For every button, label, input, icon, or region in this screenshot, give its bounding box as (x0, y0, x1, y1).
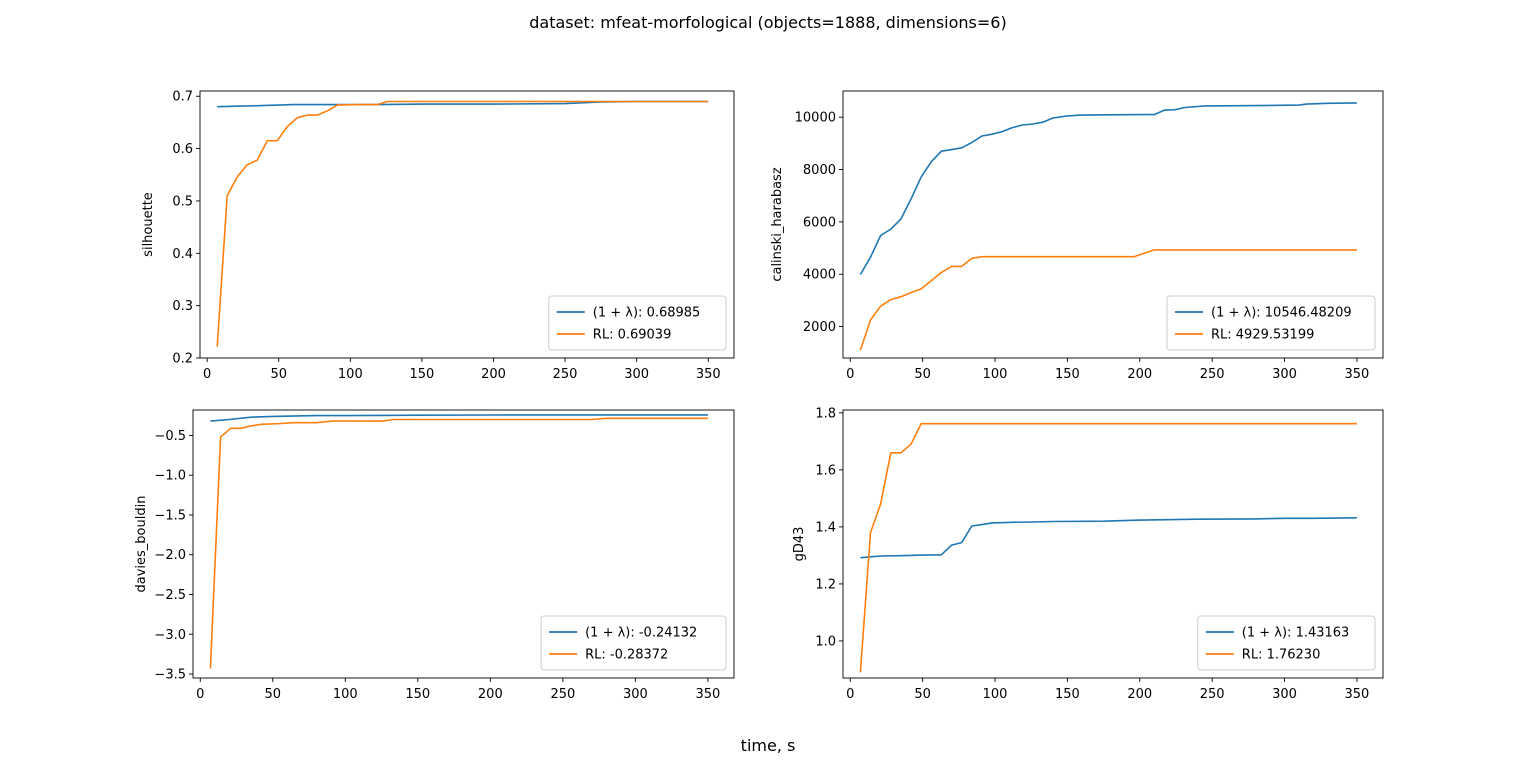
subplot-3: 0 50 100 150 200 250 300 350 −3.5 −3.0 −2.5 −2.0 −1.… (134, 409, 735, 702)
subplot-4: 0 50 100 150 200 250 300 350 1.0 1.2 1.4 1.6 1.8 gD43… (792, 406, 1384, 702)
x-tick-label: 0 (196, 687, 204, 702)
series-line-2 (859, 249, 1357, 351)
x-tick-label: 100 (338, 367, 363, 382)
y-tick-label: 1.4 (815, 520, 836, 535)
y-tick-label: 0.3 (172, 299, 193, 314)
y-tick-label: 1.8 (815, 406, 836, 421)
axes-frame (842, 90, 1384, 359)
y-tick-label: 1.2 (815, 577, 836, 592)
x-tick-label: 300 (1272, 367, 1297, 382)
x-tick-label: 300 (623, 687, 648, 702)
x-tick-label: 200 (478, 687, 503, 702)
legend-entry: RL: 1.76230 (1242, 648, 1321, 663)
subplot-1: 0 50 100 150 200 250 300 350 0.2 0.3 0.4 0.5 0.6 0.7 s… (141, 90, 735, 382)
y-tick-label: 6000 (803, 215, 836, 230)
axes-frame (199, 90, 735, 359)
y-tick-label: 0.4 (172, 247, 193, 262)
subplot-grid: 0 50 100 150 200 250 300 350 0.2 0.3 0.4 0.5 0.6 0.7 s… (134, 90, 1384, 702)
x-tick-label: 100 (333, 687, 358, 702)
y-tick-label: 0.2 (172, 352, 193, 367)
x-tick-label: 300 (624, 367, 649, 382)
series-line-2 (216, 100, 709, 347)
x-tick-label: 100 (983, 367, 1008, 382)
legend-box (1197, 615, 1376, 671)
figure-xlabel: time, s (741, 736, 796, 755)
x-tick-label: 150 (1055, 367, 1080, 382)
y-tick-label: 0.5 (172, 194, 193, 209)
y-tick-label: 10000 (795, 111, 836, 126)
x-tick-label: 50 (914, 687, 931, 702)
y-tick-label: −2.0 (154, 548, 186, 563)
y-axis-label: silhouette (141, 192, 156, 257)
y-tick-label: 2000 (803, 320, 836, 335)
x-tick-label: 200 (1127, 367, 1152, 382)
axes-frame (842, 409, 1384, 679)
legend: (1 + λ): 10546.48209 RL: 4929.53199 (1166, 295, 1376, 351)
y-tick-label: 1.6 (815, 463, 836, 478)
x-tick-label: 350 (695, 687, 720, 702)
x-tick-label: 200 (481, 367, 506, 382)
legend-box (1166, 295, 1376, 351)
x-tick-label: 250 (1200, 687, 1225, 702)
x-tick-label: 0 (846, 687, 854, 702)
series-line-1 (859, 102, 1357, 275)
legend-entry: RL: 4929.53199 (1211, 328, 1314, 343)
y-axis-label: gD43 (792, 527, 807, 562)
y-tick-label: 0.6 (172, 142, 193, 157)
x-tick-label: 50 (264, 687, 281, 702)
x-tick-label: 50 (270, 367, 287, 382)
y-tick-label: −0.5 (154, 429, 186, 444)
x-tick-label: 250 (550, 687, 575, 702)
y-axis-label: calinski_harabasz (770, 167, 785, 281)
y-tick-label: −2.5 (154, 588, 186, 603)
x-tick-label: 150 (1055, 687, 1080, 702)
y-tick-label: −1.5 (154, 508, 186, 523)
legend-entry: RL: 0.69039 (593, 328, 672, 343)
y-tick-label: −1.0 (154, 469, 186, 484)
series-line-1 (210, 414, 708, 422)
legend-entry: (1 + λ): -0.24132 (585, 626, 697, 641)
figure-title: dataset: mfeat-morfological (objects=188… (529, 13, 1006, 32)
y-tick-label: 4000 (803, 268, 836, 283)
legend: (1 + λ): -0.24132 RL: -0.28372 (540, 615, 727, 671)
x-tick-label: 200 (1127, 687, 1152, 702)
legend-box (548, 295, 727, 351)
y-tick-label: −3.5 (154, 668, 186, 683)
x-tick-label: 250 (1200, 367, 1225, 382)
legend-entry: (1 + λ): 1.43163 (1242, 626, 1350, 641)
legend-entry: RL: -0.28372 (585, 648, 668, 663)
y-tick-label: 8000 (803, 163, 836, 178)
y-tick-label: 1.0 (815, 634, 836, 649)
x-tick-label: 300 (1272, 687, 1297, 702)
legend-box (540, 615, 727, 671)
legend-entry: (1 + λ): 10546.48209 (1211, 306, 1352, 321)
x-tick-label: 100 (983, 687, 1008, 702)
x-tick-label: 350 (1345, 687, 1370, 702)
y-axis-label: davies_bouldin (134, 496, 149, 593)
x-tick-label: 150 (405, 687, 430, 702)
axes-frame (192, 409, 735, 679)
x-tick-label: 250 (553, 367, 578, 382)
y-tick-label: 0.7 (172, 90, 193, 105)
subplot-2: 0 50 100 150 200 250 300 350 2000 4000 6000 8000 100… (770, 90, 1384, 382)
x-tick-label: 50 (914, 367, 931, 382)
legend: (1 + λ): 1.43163 RL: 1.76230 (1197, 615, 1376, 671)
series-line-2 (859, 422, 1357, 673)
y-tick-label: −3.0 (154, 628, 186, 643)
x-tick-label: 150 (409, 367, 434, 382)
legend-entry: (1 + λ): 0.68985 (593, 306, 701, 321)
series-line-1 (860, 517, 1357, 559)
x-tick-label: 350 (696, 367, 721, 382)
series-line-2 (209, 417, 708, 669)
legend: (1 + λ): 0.68985 RL: 0.69039 (548, 295, 727, 351)
x-tick-label: 0 (203, 367, 211, 382)
x-tick-label: 0 (846, 367, 854, 382)
x-tick-label: 350 (1345, 367, 1370, 382)
